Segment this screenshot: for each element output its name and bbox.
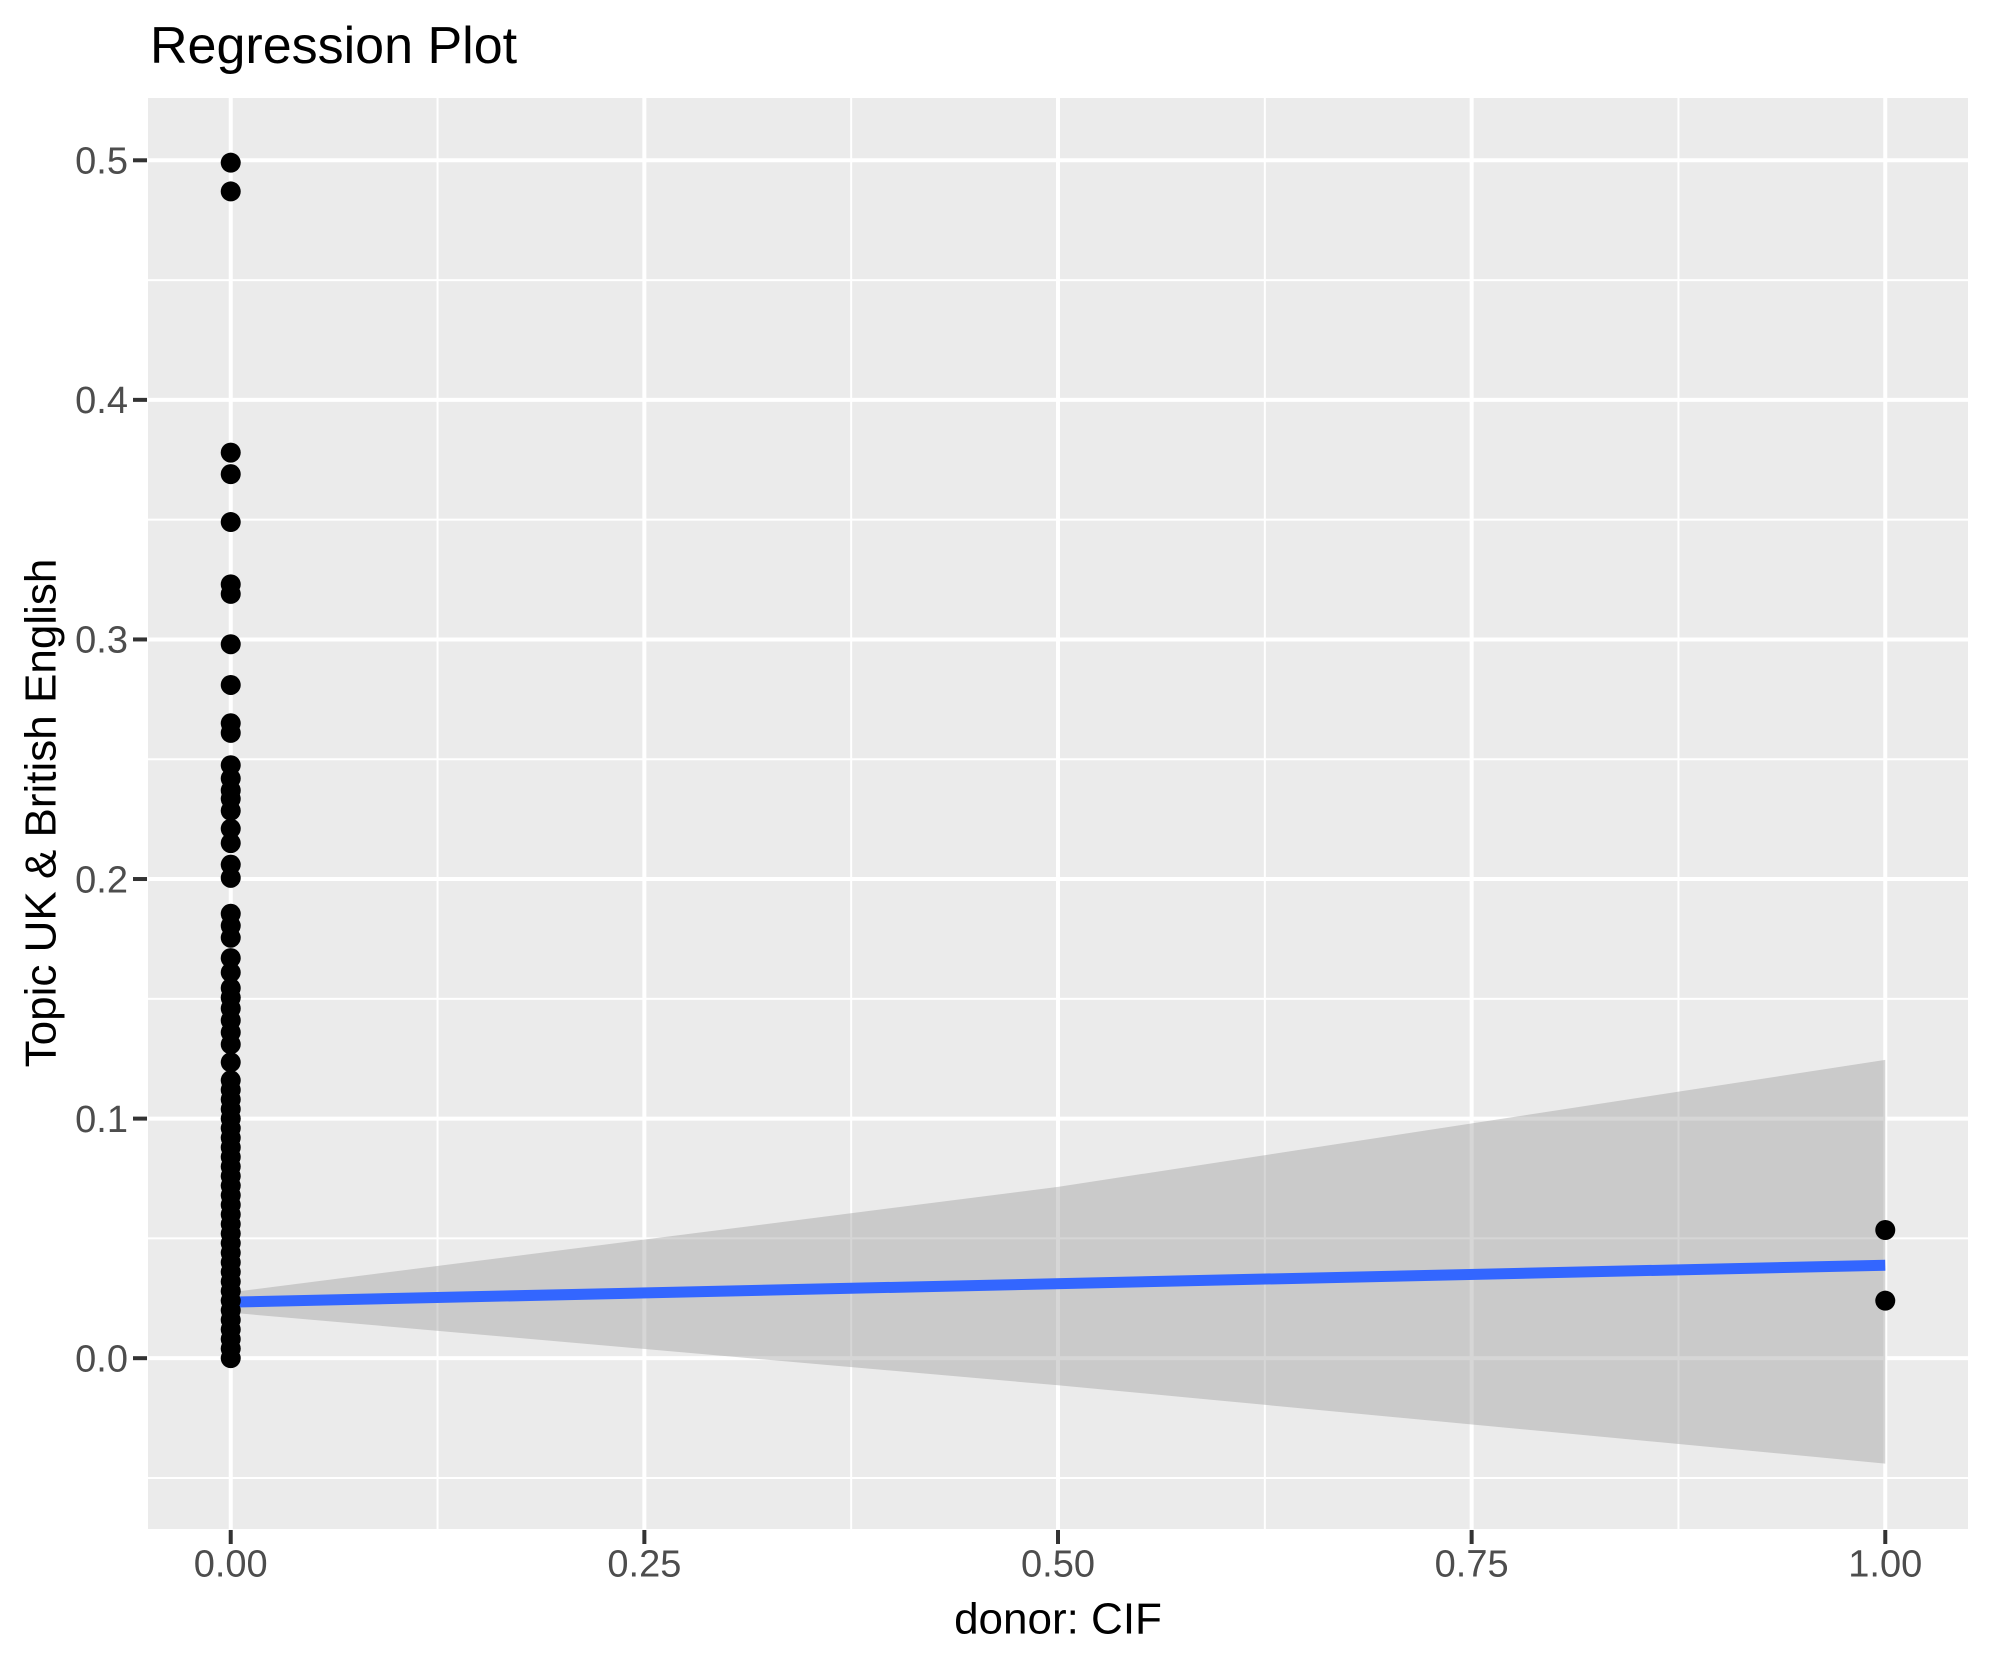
data-point — [220, 181, 241, 202]
scatter-points — [220, 152, 1896, 1369]
data-point — [220, 1034, 241, 1055]
data-point — [220, 962, 241, 983]
y-tick-label: 0.4 — [75, 380, 128, 422]
data-point — [1875, 1290, 1896, 1311]
data-point — [220, 867, 241, 888]
data-point — [220, 927, 241, 948]
axis-tick-labels: 0.00 0.25 0.50 0.75 1.00 0.0 0.1 0.2 0.3 0.4 0.5 — [75, 141, 1922, 1586]
data-point — [220, 1052, 241, 1073]
y-tick-label: 0.0 — [75, 1338, 128, 1380]
regression-line-layer — [230, 1259, 1886, 1308]
confidence-band — [230, 1059, 1886, 1464]
data-point — [220, 583, 241, 604]
axis-tick-marks — [133, 158, 1888, 1544]
x-tick-label: 0.75 — [1435, 1543, 1509, 1585]
x-axis-title: donor: CIF — [954, 1594, 1162, 1643]
data-point — [220, 800, 241, 821]
data-point — [220, 833, 241, 854]
y-tick-label: 0.3 — [75, 620, 128, 662]
x-tick-label: 0.00 — [194, 1543, 268, 1585]
regression-line — [230, 1259, 1886, 1308]
data-point — [220, 722, 241, 743]
x-tick-label: 0.25 — [607, 1543, 681, 1585]
data-point — [220, 674, 241, 695]
y-tick-label: 0.1 — [75, 1099, 128, 1141]
chart-title: Regression Plot — [150, 17, 518, 75]
confidence-band-layer — [230, 1059, 1886, 1464]
data-point — [220, 464, 241, 485]
data-point — [220, 152, 241, 173]
y-tick-label: 0.5 — [75, 141, 128, 183]
data-point — [220, 442, 241, 463]
x-tick-label: 0.50 — [1021, 1543, 1095, 1585]
data-point — [1875, 1220, 1896, 1241]
data-point — [220, 948, 241, 969]
x-tick-label: 1.00 — [1848, 1543, 1922, 1585]
data-point — [220, 1348, 241, 1369]
data-point — [220, 512, 241, 533]
data-point — [220, 818, 241, 839]
y-tick-label: 0.2 — [75, 859, 128, 901]
y-axis-title: Topic UK & British English — [16, 559, 65, 1068]
data-point — [220, 634, 241, 655]
